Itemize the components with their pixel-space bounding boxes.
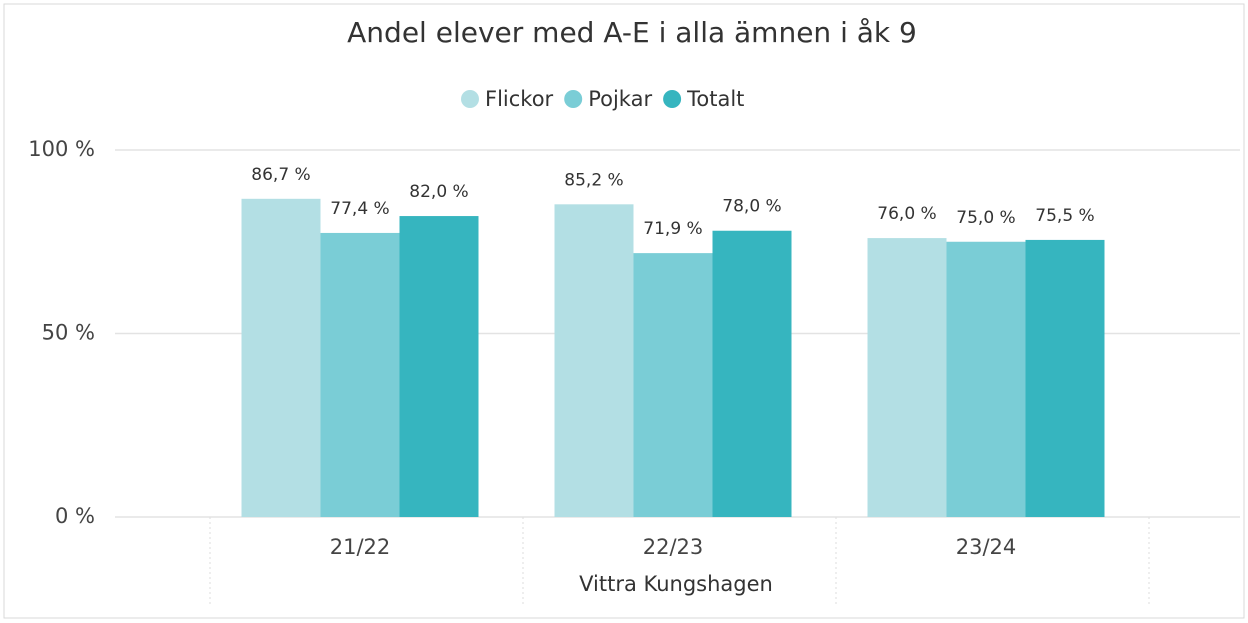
data-label: 75,0 % — [956, 208, 1015, 228]
bar — [633, 253, 713, 517]
bar — [399, 216, 479, 517]
x-tick-label: 23/24 — [956, 535, 1017, 559]
legend-swatch — [461, 90, 479, 108]
data-label: 75,5 % — [1035, 206, 1094, 226]
data-label: 71,9 % — [643, 219, 702, 239]
legend-swatch — [564, 90, 583, 108]
bar — [1025, 239, 1105, 518]
data-label: 86,7 % — [251, 165, 310, 185]
legend-swatch — [663, 90, 682, 108]
y-tick-label: 0 % — [55, 504, 95, 528]
y-tick-label: 50 % — [42, 321, 95, 345]
x-tick-label: 22/23 — [643, 535, 704, 559]
bar — [241, 198, 321, 517]
bar — [554, 204, 634, 518]
data-label: 82,0 % — [409, 182, 468, 202]
bar — [946, 241, 1026, 517]
x-tick-label: 21/22 — [330, 535, 391, 559]
bar — [712, 230, 792, 518]
data-label: 76,0 % — [877, 204, 936, 224]
legend-label: Totalt — [686, 87, 744, 111]
y-tick-label: 100 % — [28, 137, 95, 161]
bar — [867, 238, 947, 517]
data-label: 77,4 % — [330, 199, 389, 219]
legend-label: Flickor — [485, 87, 554, 111]
chart-title: Andel elever med A-E i alla ämnen i åk 9 — [347, 16, 917, 49]
bar — [320, 232, 400, 517]
x-axis-label: Vittra Kungshagen — [579, 572, 773, 596]
data-label: 78,0 % — [722, 197, 781, 217]
data-label: 85,2 % — [564, 170, 623, 190]
legend-label: Pojkar — [588, 87, 652, 111]
